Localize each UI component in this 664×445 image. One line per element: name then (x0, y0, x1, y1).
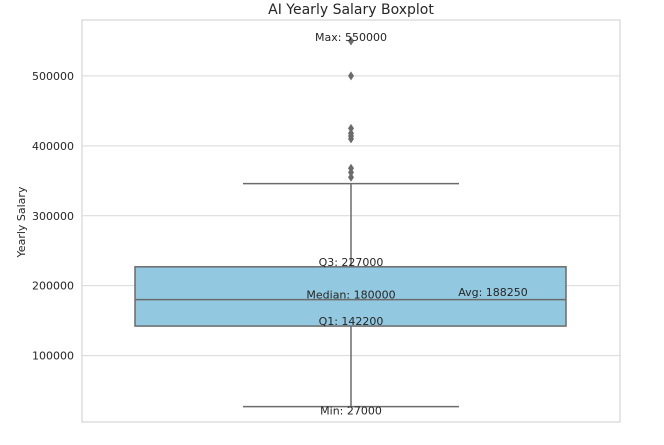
box-group (134, 36, 567, 408)
y-tick-label: 100000 (32, 350, 74, 363)
annotations: Max: 550000 Q3: 227000 Avg: 188250 Media… (306, 31, 527, 418)
y-axis-label: Yearly Salary (15, 186, 28, 258)
outlier-point (348, 163, 354, 173)
y-tick-label: 400000 (32, 140, 74, 153)
y-tick-label: 500000 (32, 70, 74, 83)
y-axis-ticks: 100000 200000 300000 400000 500000 (32, 70, 74, 363)
annotation-q1: Q1: 142200 (319, 315, 384, 328)
iqr-box (134, 266, 567, 327)
outlier-point (348, 128, 354, 138)
outlier-point (348, 71, 354, 81)
annotation-q3: Q3: 227000 (319, 256, 384, 269)
annotation-median: Median: 180000 (306, 289, 395, 302)
outlier-point (348, 36, 354, 46)
annotation-avg: Avg: 188250 (458, 286, 528, 299)
y-tick-label: 300000 (32, 210, 74, 223)
annotation-min: Min: 27000 (320, 405, 382, 418)
chart-title: AI Yearly Salary Boxplot (268, 2, 434, 18)
outlier-point (348, 123, 354, 133)
plot-frame (81, 19, 621, 423)
outlier-point (348, 172, 354, 182)
y-tick-label: 200000 (32, 280, 74, 293)
annotation-max: Max: 550000 (315, 31, 387, 44)
